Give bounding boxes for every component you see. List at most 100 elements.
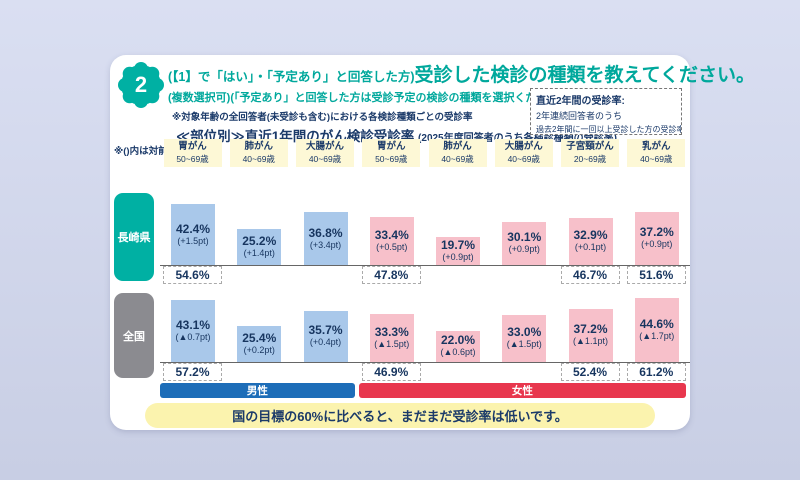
column-header-cancer-name: 肺がん xyxy=(244,141,273,152)
bar-delta-label: (+0.1pt) xyxy=(574,242,607,253)
bar-value-label: 36.8% xyxy=(308,225,343,240)
bar-value-label: 33.0% xyxy=(507,325,542,340)
column-header-乳がん: 乳がん 40~69歳 xyxy=(627,139,686,167)
column-header-age-range: 40~69歳 xyxy=(308,154,342,164)
two-year-rate-box: 47.8% xyxy=(361,266,421,284)
bar-value-label: 43.1% xyxy=(175,318,211,333)
column-header-大腸がん: 大腸がん 40~69歳 xyxy=(494,139,553,167)
two-year-rate-box: 52.4% xyxy=(560,363,620,381)
bar-value-label: 19.7% xyxy=(440,237,476,252)
conclusion-banner: 国の目標の60%に比べると、まだまだ受診率は低いです。 xyxy=(145,403,655,428)
gender-banner-女性: 女性 xyxy=(358,383,686,398)
two-year-rate-definition-box: 直近2年間の受診率: 2年連続回答者のうち 過去2年間に一回以上受診した方の受診… xyxy=(530,88,682,135)
bar-delta-label: (▲0.6pt) xyxy=(440,347,476,358)
bar-長崎県-胃がん: 33.4% (+0.5pt) xyxy=(369,217,414,265)
bar-delta-label: (▲0.7pt) xyxy=(175,332,211,343)
bar-長崎県-子宮頸がん: 32.9% (+0.1pt) xyxy=(568,217,613,265)
bar-value-label: 35.7% xyxy=(308,323,343,338)
bar-全国-子宮頸がん: 37.2% (▲1.1pt) xyxy=(568,308,613,362)
bar-長崎県-肺がん: 25.2% (+1.4pt) xyxy=(237,228,282,265)
bar-長崎県-大腸がん: 36.8% (+3.4pt) xyxy=(303,212,348,265)
bar-全国-肺がん: 22.0% (▲0.6pt) xyxy=(436,330,480,362)
info-box-line2: 2年連続回答者のうち xyxy=(536,111,623,121)
bar-delta-label: (+3.4pt) xyxy=(309,239,342,250)
column-header-age-range: 20~69歳 xyxy=(573,154,607,164)
bar-長崎県-乳がん: 37.2% (+0.9pt) xyxy=(634,211,679,265)
bar-delta-label: (▲1.1pt) xyxy=(573,336,608,347)
two-year-rate-box: 54.6% xyxy=(163,266,222,284)
bar-value-label: 25.2% xyxy=(242,233,277,248)
bar-value-label: 37.2% xyxy=(639,225,674,240)
two-year-rate-boxes-nagasaki: 54.6% 47.8% 46.7% 51.6% xyxy=(160,265,690,286)
bar-delta-label: (▲1.7pt) xyxy=(639,331,675,342)
bar-value-label: 44.6% xyxy=(639,317,674,332)
bar-value-label: 42.4% xyxy=(175,221,211,236)
question-number: 2 xyxy=(121,65,161,105)
bar-delta-label: (+0.4pt) xyxy=(309,337,342,348)
info-box-line3: 過去2年間に一回以上受診した方の受診率 xyxy=(536,125,682,134)
baseline-nagasaki xyxy=(160,265,690,266)
bar-value-label: 30.1% xyxy=(507,230,542,245)
column-header-age-range: 40~69歳 xyxy=(507,154,540,164)
bar-delta-label: (+0.9pt) xyxy=(508,244,540,255)
column-header-age-range: 50~69歳 xyxy=(375,154,408,164)
column-header-肺がん: 肺がん 40~69歳 xyxy=(229,139,288,167)
bar-delta-label: (+0.9pt) xyxy=(442,251,474,262)
column-header-cancer-name: 大腸がん xyxy=(504,141,543,152)
bar-全国-胃がん: 43.1% (▲0.7pt) xyxy=(171,300,215,362)
column-header-cancer-name: 胃がん xyxy=(376,141,406,152)
bar-row-national: 43.1% (▲0.7pt) 25.4% (+0.2pt) 35.7% (+0.4pt) 3… xyxy=(160,282,690,362)
bar-delta-label: (+0.9pt) xyxy=(641,239,673,250)
bar-delta-label: (▲1.5pt) xyxy=(506,339,542,350)
column-header-age-range: 40~69歳 xyxy=(640,154,673,164)
bar-value-label: 32.9% xyxy=(573,228,608,243)
parentheses-legend-note: ※()内は対前年 xyxy=(114,146,178,157)
question-title-prefix: (【1】で「はい」・「予定あり」と回答した方) xyxy=(168,70,415,84)
column-header-cancer-name: 大腸がん xyxy=(305,141,344,152)
bar-delta-label: (+1.4pt) xyxy=(243,247,275,258)
gender-banner-男性: 男性 xyxy=(160,383,355,398)
respondent-note: ※対象年齢の全回答者(未受診も含む)における各検診種類ごとの受診率 xyxy=(172,112,473,123)
bar-長崎県-胃がん: 42.4% (+1.5pt) xyxy=(171,204,215,265)
column-header-胃がん: 胃がん 50~69歳 xyxy=(163,139,222,167)
two-year-rate-boxes-national: 57.2% 46.9% 52.4% 61.2% xyxy=(160,362,690,383)
column-header-age-range: 40~69歳 xyxy=(242,154,275,164)
survey-result-card: 2 (【1】で「はい」・「予定あり」と回答した方)受診した検診の種類を教えてくだ… xyxy=(110,55,755,430)
two-year-rate-box: 46.9% xyxy=(361,363,421,381)
info-box-line1: 直近2年間の受診率: xyxy=(536,96,625,107)
column-header-cancer-name: 乳がん xyxy=(641,141,671,152)
two-year-rate-box: 57.2% xyxy=(163,363,222,381)
bar-value-label: 33.4% xyxy=(374,228,409,243)
column-header-age-range: 50~69歳 xyxy=(176,154,209,164)
bar-全国-乳がん: 44.6% (▲1.7pt) xyxy=(634,298,679,362)
bar-value-label: 22.0% xyxy=(440,333,476,348)
bar-row-nagasaki: 42.4% (+1.5pt) 25.2% (+1.4pt) 36.8% (+3.4pt) 3… xyxy=(160,185,690,265)
row-label-nagasaki: 長崎県 xyxy=(114,193,154,281)
column-header-肺がん: 肺がん 40~69歳 xyxy=(428,139,487,167)
column-header-胃がん: 胃がん 50~69歳 xyxy=(362,139,421,167)
two-year-rate-box: 61.2% xyxy=(626,363,686,381)
bar-全国-胃がん: 33.3% (▲1.5pt) xyxy=(369,314,414,362)
bar-value-label: 37.2% xyxy=(573,322,608,337)
bar-全国-肺がん: 25.4% (+0.2pt) xyxy=(237,325,282,362)
bar-value-label: 25.4% xyxy=(242,330,277,345)
column-header-子宮頸がん: 子宮頸がん 20~69歳 xyxy=(561,139,619,167)
two-year-rate-box: 46.7% xyxy=(560,266,620,284)
bar-全国-大腸がん: 33.0% (▲1.5pt) xyxy=(502,314,547,362)
gender-banner-row: 男性 女性 xyxy=(160,383,690,398)
bar-value-label: 33.3% xyxy=(374,325,409,340)
column-header-大腸がん: 大腸がん 40~69歳 xyxy=(296,139,354,167)
column-header-cancer-name: 子宮頸がん xyxy=(566,141,614,152)
bar-長崎県-肺がん: 19.7% (+0.9pt) xyxy=(436,236,480,265)
column-header-age-range: 40~69歳 xyxy=(441,154,474,164)
bar-全国-大腸がん: 35.7% (+0.4pt) xyxy=(303,310,348,362)
column-header-cancer-name: 胃がん xyxy=(178,141,207,152)
question-subtitle: (複数選択可)(「予定あり」と回答した方は受診予定の検診の種類を選択ください) xyxy=(168,92,563,104)
bar-delta-label: (▲1.5pt) xyxy=(374,339,410,350)
section-title-sub: (2025年度回答者のうち各検診種類の受診率) xyxy=(418,133,617,144)
two-year-rate-box: 51.6% xyxy=(626,266,686,284)
question-title-main: 受診した検診の種類を教えてください。 xyxy=(414,65,756,86)
bar-delta-label: (+0.5pt) xyxy=(376,242,408,253)
bar-長崎県-大腸がん: 30.1% (+0.9pt) xyxy=(502,221,547,265)
